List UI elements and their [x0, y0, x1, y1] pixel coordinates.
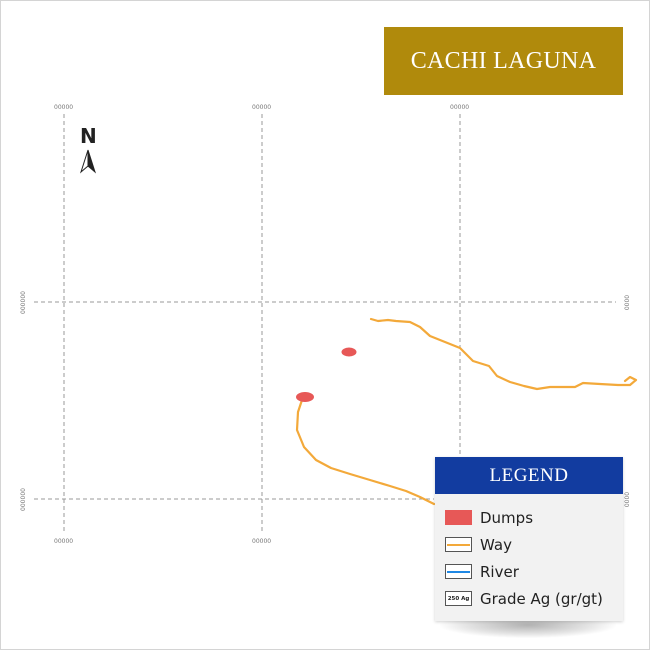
grid-label-left: 000000	[19, 488, 27, 511]
grade-swatch: 250 Ag	[445, 591, 472, 606]
grid-label-right: 0000	[624, 294, 632, 311]
way-path	[369, 317, 638, 391]
grid-label-bottom: 00000	[54, 538, 74, 545]
legend-title: LEGEND	[489, 464, 569, 486]
map-title: CACHI LAGUNA	[410, 47, 597, 74]
legend-item-grade: 250 Ag Grade Ag (gr/gt)	[445, 585, 623, 612]
grid-label-top: 00000	[54, 104, 74, 111]
dump-area	[341, 347, 357, 357]
way-path	[295, 398, 436, 506]
map-title-banner: CACHI LAGUNA	[384, 27, 623, 95]
legend-panel: LEGEND Dumps Way River 250 Ag Grade Ag (…	[435, 457, 623, 621]
grid-label-top: 00000	[252, 104, 272, 111]
legend-item-label: Dumps	[480, 508, 534, 527]
grid-label-left: 000000	[19, 291, 27, 314]
legend-item-label: Grade Ag (gr/gt)	[480, 589, 603, 608]
grid-label-top: 00000	[450, 104, 470, 111]
legend-item-way: Way	[445, 531, 623, 558]
way-swatch	[445, 537, 472, 552]
legend-items: Dumps Way River 250 Ag Grade Ag (gr/gt)	[435, 494, 623, 612]
legend-header: LEGEND	[435, 457, 623, 494]
dumps-swatch	[445, 510, 472, 525]
grid-label-bottom: 00000	[252, 538, 272, 545]
dump-area	[296, 392, 314, 402]
legend-item-river: River	[445, 558, 623, 585]
legend-item-label: River	[480, 562, 519, 581]
river-swatch	[445, 564, 472, 579]
legend-item-label: Way	[480, 535, 512, 554]
grid	[34, 114, 616, 534]
north-label: N	[80, 124, 97, 148]
north-arrow-icon	[79, 149, 97, 174]
legend-item-dumps: Dumps	[445, 504, 623, 531]
grid-label-right: 0000	[624, 491, 632, 508]
